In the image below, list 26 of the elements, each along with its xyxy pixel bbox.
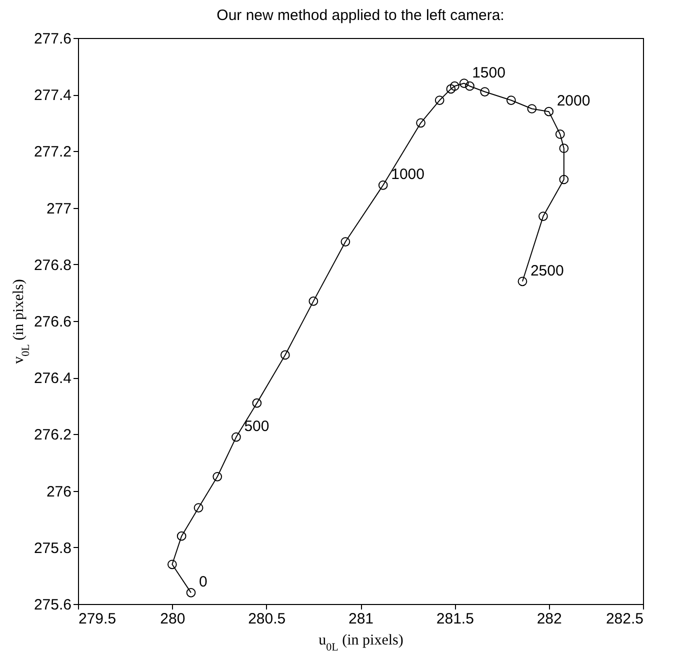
chart-title: Our new method applied to the left camera: bbox=[216, 7, 504, 24]
x-tick-label: 282.5 bbox=[606, 610, 644, 628]
y-tick-label: 276.8 bbox=[34, 256, 72, 274]
annotation: 500 bbox=[244, 418, 270, 436]
y-tick-label: 276.6 bbox=[34, 314, 72, 330]
annotation: 1000 bbox=[391, 166, 424, 184]
x-tick-label: 281.5 bbox=[436, 610, 474, 628]
y-tick-label: 275.8 bbox=[34, 540, 72, 557]
annotation: 1500 bbox=[472, 64, 506, 82]
y-tick-label: 276 bbox=[46, 483, 72, 500]
y-tick-label: 277 bbox=[46, 200, 72, 218]
x-tick-label: 282 bbox=[536, 610, 562, 628]
annotation: 0 bbox=[199, 574, 208, 591]
x-tick-label: 279.5 bbox=[78, 610, 116, 628]
y-tick-label: 276.2 bbox=[34, 426, 72, 444]
y-tick-label: 277.2 bbox=[34, 144, 72, 161]
annotation: 2500 bbox=[530, 262, 564, 280]
x-tick-label: 280 bbox=[160, 610, 186, 628]
x-axis-title: u$_{0L}$ (in pixels) bbox=[318, 632, 404, 652]
y-tick-label: 277.6 bbox=[34, 30, 72, 48]
annotation: 2000 bbox=[556, 92, 590, 110]
y-tick-label: 277.4 bbox=[34, 87, 72, 104]
x-tick-label: 280.5 bbox=[248, 610, 286, 628]
x-tick-label: 281 bbox=[348, 610, 374, 628]
y-tick-label: 276.4 bbox=[34, 370, 72, 388]
y-tick-label: 275.6 bbox=[34, 596, 72, 614]
